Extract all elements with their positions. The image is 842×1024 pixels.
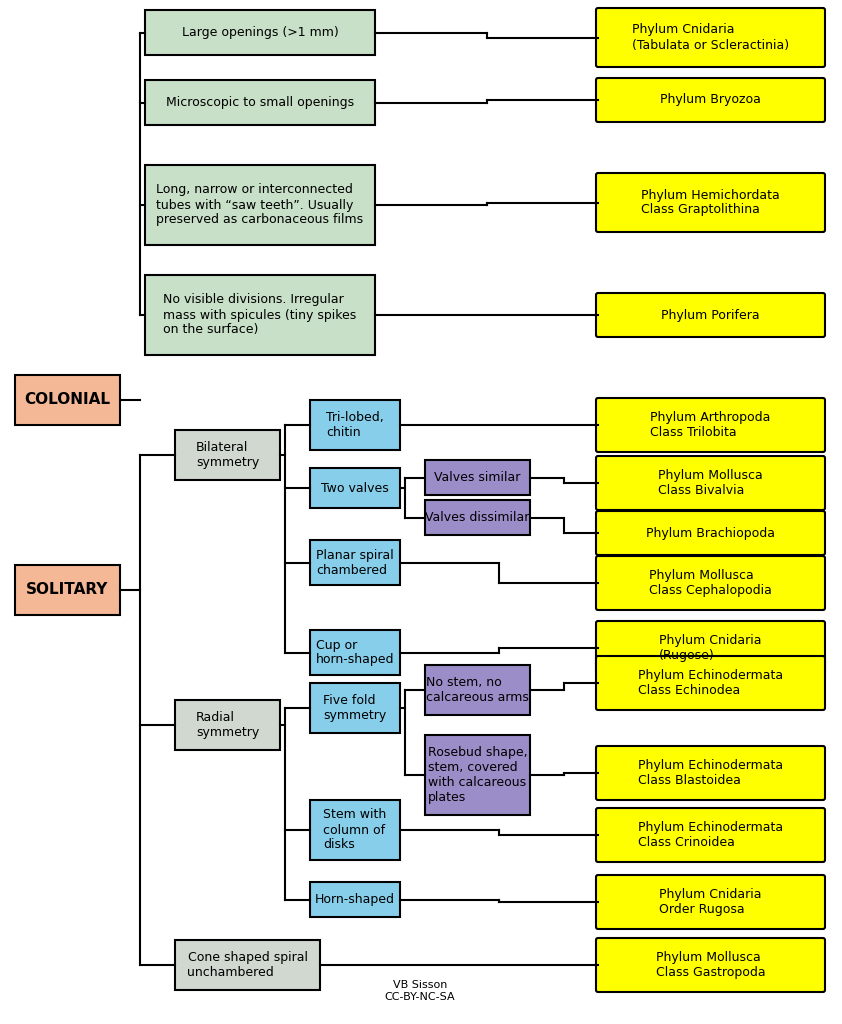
Text: Phylum Mollusca
Class Cephalopodia: Phylum Mollusca Class Cephalopodia [649, 569, 772, 597]
FancyBboxPatch shape [310, 683, 400, 733]
FancyBboxPatch shape [596, 8, 825, 67]
Text: Phylum Echinodermata
Class Blastoidea: Phylum Echinodermata Class Blastoidea [638, 759, 783, 787]
FancyBboxPatch shape [596, 511, 825, 555]
FancyBboxPatch shape [425, 665, 530, 715]
FancyBboxPatch shape [596, 173, 825, 232]
Text: Planar spiral
chambered: Planar spiral chambered [316, 549, 394, 577]
Text: Phylum Brachiopoda: Phylum Brachiopoda [646, 526, 775, 540]
Text: Valves dissimilar: Valves dissimilar [425, 511, 530, 524]
FancyBboxPatch shape [310, 540, 400, 585]
Text: Cone shaped spiral
unchambered: Cone shaped spiral unchambered [188, 951, 307, 979]
FancyBboxPatch shape [310, 468, 400, 508]
FancyBboxPatch shape [596, 456, 825, 510]
Text: No visible divisions. Irregular
mass with spicules (tiny spikes
on the surface): No visible divisions. Irregular mass wit… [163, 294, 357, 337]
Text: Rosebud shape,
stem, covered
with calcareous
plates: Rosebud shape, stem, covered with calcar… [428, 746, 527, 804]
FancyBboxPatch shape [425, 735, 530, 815]
Text: No stem, no
calcareous arms: No stem, no calcareous arms [426, 676, 529, 705]
Text: Cup or
horn-shaped: Cup or horn-shaped [316, 639, 394, 667]
FancyBboxPatch shape [596, 656, 825, 710]
FancyBboxPatch shape [596, 874, 825, 929]
FancyBboxPatch shape [15, 375, 120, 425]
Text: Phylum Porifera: Phylum Porifera [661, 308, 759, 322]
Text: Phylum Echinodermata
Class Echinodea: Phylum Echinodermata Class Echinodea [638, 669, 783, 697]
Text: Phylum Cnidaria
(Tabulata or Scleractinia): Phylum Cnidaria (Tabulata or Scleractini… [632, 24, 789, 51]
FancyBboxPatch shape [596, 621, 825, 675]
Text: Microscopic to small openings: Microscopic to small openings [166, 96, 354, 109]
Text: Long, narrow or interconnected
tubes with “saw teeth”. Usually
preserved as carb: Long, narrow or interconnected tubes wit… [157, 183, 364, 226]
FancyBboxPatch shape [425, 460, 530, 495]
FancyBboxPatch shape [310, 400, 400, 450]
FancyBboxPatch shape [425, 500, 530, 535]
Text: COLONIAL: COLONIAL [24, 392, 110, 408]
FancyBboxPatch shape [310, 800, 400, 860]
Text: VB Sisson
CC-BY-NC-SA: VB Sisson CC-BY-NC-SA [385, 980, 456, 1001]
Text: Phylum Mollusca
Class Gastropoda: Phylum Mollusca Class Gastropoda [656, 951, 765, 979]
Text: Valves similar: Valves similar [434, 471, 520, 484]
FancyBboxPatch shape [596, 938, 825, 992]
Text: SOLITARY: SOLITARY [26, 583, 109, 597]
Text: Tri-lobed,
chitin: Tri-lobed, chitin [326, 411, 384, 439]
Text: Horn-shaped: Horn-shaped [315, 893, 395, 906]
FancyBboxPatch shape [596, 746, 825, 800]
Text: Bilateral
symmetry: Bilateral symmetry [196, 441, 259, 469]
FancyBboxPatch shape [596, 808, 825, 862]
FancyBboxPatch shape [175, 700, 280, 750]
Text: Radial
symmetry: Radial symmetry [196, 711, 259, 739]
Text: Phylum Mollusca
Class Bivalvia: Phylum Mollusca Class Bivalvia [658, 469, 763, 497]
FancyBboxPatch shape [175, 940, 320, 990]
FancyBboxPatch shape [596, 293, 825, 337]
Text: Large openings (>1 mm): Large openings (>1 mm) [182, 26, 338, 39]
FancyBboxPatch shape [145, 165, 375, 245]
FancyBboxPatch shape [145, 80, 375, 125]
FancyBboxPatch shape [596, 78, 825, 122]
Text: Phylum Cnidaria
(Rugose): Phylum Cnidaria (Rugose) [659, 634, 762, 662]
Text: Phylum Arthropoda
Class Trilobita: Phylum Arthropoda Class Trilobita [650, 411, 770, 439]
FancyBboxPatch shape [310, 630, 400, 675]
FancyBboxPatch shape [145, 10, 375, 55]
FancyBboxPatch shape [145, 275, 375, 355]
Text: Phylum Bryozoa: Phylum Bryozoa [660, 93, 761, 106]
FancyBboxPatch shape [596, 556, 825, 610]
FancyBboxPatch shape [596, 398, 825, 452]
FancyBboxPatch shape [175, 430, 280, 480]
Text: Phylum Hemichordata
Class Graptolithina: Phylum Hemichordata Class Graptolithina [641, 188, 780, 216]
Text: Two valves: Two valves [321, 481, 389, 495]
FancyBboxPatch shape [310, 882, 400, 918]
Text: Phylum Echinodermata
Class Crinoidea: Phylum Echinodermata Class Crinoidea [638, 821, 783, 849]
FancyBboxPatch shape [15, 565, 120, 615]
Text: Stem with
column of
disks: Stem with column of disks [323, 809, 386, 852]
Text: Five fold
symmetry: Five fold symmetry [323, 694, 386, 722]
Text: Phylum Cnidaria
Order Rugosa: Phylum Cnidaria Order Rugosa [659, 888, 762, 916]
